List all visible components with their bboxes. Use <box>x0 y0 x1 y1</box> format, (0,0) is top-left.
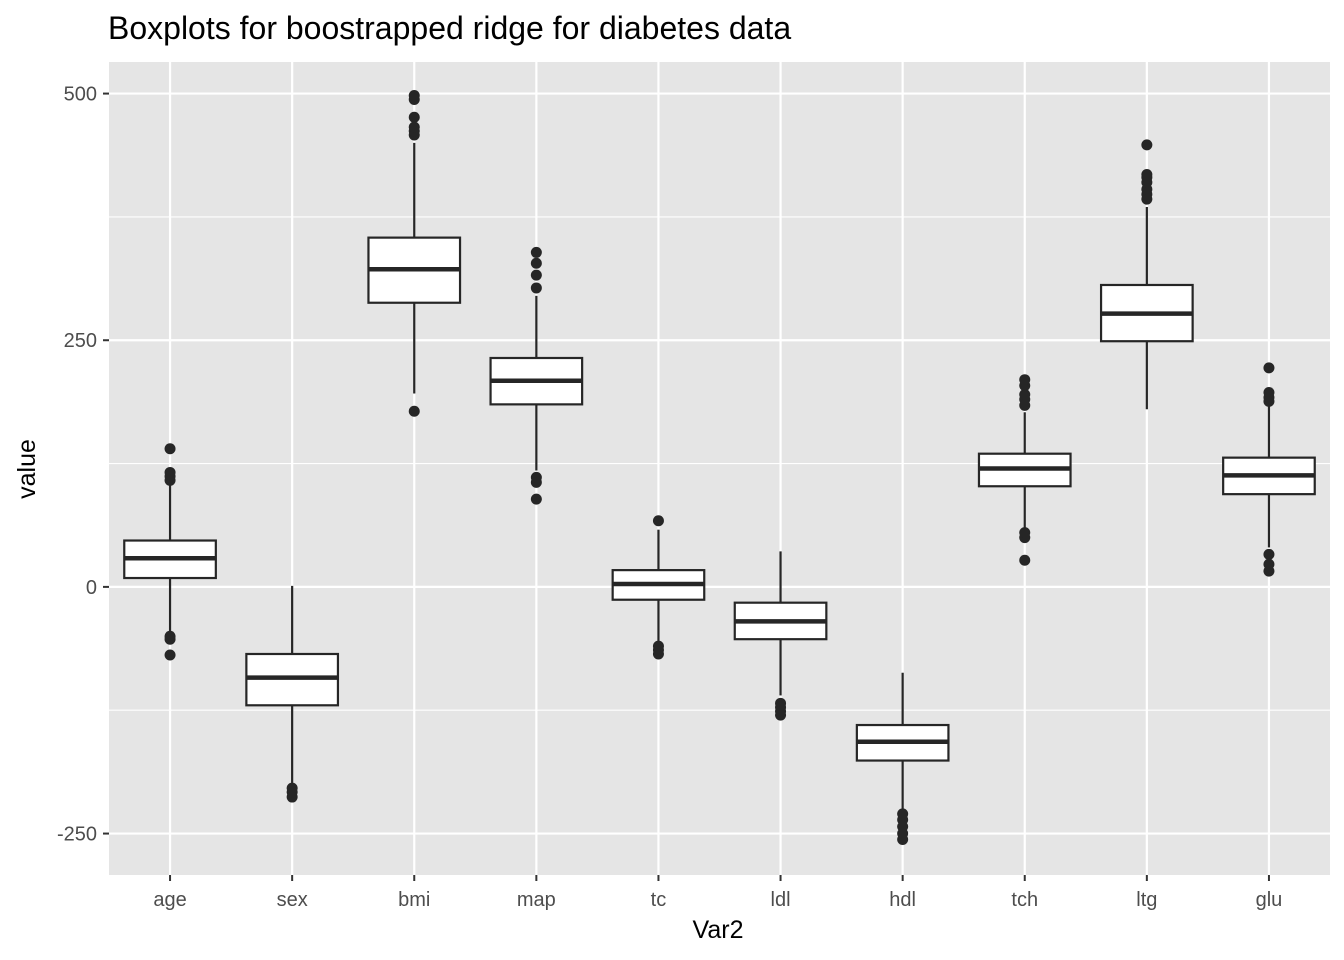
y-axis: -250 0 250 500 <box>57 84 109 846</box>
outlier-point <box>408 90 420 102</box>
box-group-sex <box>245 585 340 803</box>
x-tick-label: tch <box>1011 889 1038 911</box>
plot-panel <box>109 62 1330 875</box>
boxplot-marks <box>123 90 1316 845</box>
x-tick-label: glu <box>1256 889 1283 911</box>
outlier-point <box>652 648 664 660</box>
x-tick-label: tc <box>651 889 667 911</box>
outlier-point <box>530 471 542 483</box>
x-axis-title: Var2 <box>693 916 744 944</box>
y-tick-label: 500 <box>64 84 97 106</box>
outlier-point <box>1019 389 1031 401</box>
outlier-point <box>530 257 542 269</box>
outlier-point <box>408 121 420 133</box>
box-group-map <box>489 246 584 505</box>
outlier-point <box>408 111 420 123</box>
outlier-point <box>164 466 176 478</box>
box-group-tc <box>611 515 706 660</box>
x-tick-label: ldl <box>771 889 791 911</box>
outlier-point <box>164 649 176 661</box>
outlier-point <box>1019 374 1031 386</box>
box-group-glu <box>1222 362 1316 577</box>
outlier-point <box>164 443 176 455</box>
outlier-point <box>1141 168 1153 180</box>
box-group-ldl <box>733 551 828 721</box>
outlier-point <box>1019 527 1031 539</box>
outlier-point <box>1141 139 1153 151</box>
outlier-point <box>530 269 542 281</box>
x-tick-label: sex <box>277 889 308 911</box>
box-group-age <box>123 443 217 661</box>
outlier-point <box>530 493 542 505</box>
outlier-point <box>530 282 542 294</box>
box-group-ltg <box>1099 139 1194 410</box>
outlier-point <box>286 791 298 803</box>
y-axis-title: value <box>13 439 41 499</box>
y-tick-label: 250 <box>64 330 97 352</box>
outlier-point <box>897 833 909 845</box>
outlier-point <box>164 633 176 645</box>
outlier-point <box>652 515 664 527</box>
x-tick-label: map <box>517 889 556 911</box>
outlier-point <box>1019 554 1031 566</box>
box-group-bmi <box>367 90 462 417</box>
x-tick-label: hdl <box>889 889 916 911</box>
box-group-tch <box>977 374 1072 566</box>
y-tick-label: -250 <box>57 824 97 846</box>
box-group-hdl <box>855 672 950 845</box>
outlier-point <box>1263 558 1275 570</box>
x-tick-label: bmi <box>398 889 430 911</box>
x-tick-label: ltg <box>1136 889 1157 911</box>
outlier-point <box>408 405 420 417</box>
outlier-point <box>1263 362 1275 374</box>
chart-title: Boxplots for boostrapped ridge for diabe… <box>108 10 791 46</box>
x-axis: age sex bmi map tc ldl hdl tch ltg glu <box>153 875 1282 911</box>
x-tick-label: age <box>153 889 186 911</box>
outlier-point <box>530 246 542 258</box>
y-tick-label: 0 <box>86 577 97 599</box>
outlier-point <box>1263 387 1275 399</box>
outlier-point <box>1263 548 1275 560</box>
outlier-point <box>775 709 787 721</box>
minor-gridlines <box>109 216 1330 711</box>
